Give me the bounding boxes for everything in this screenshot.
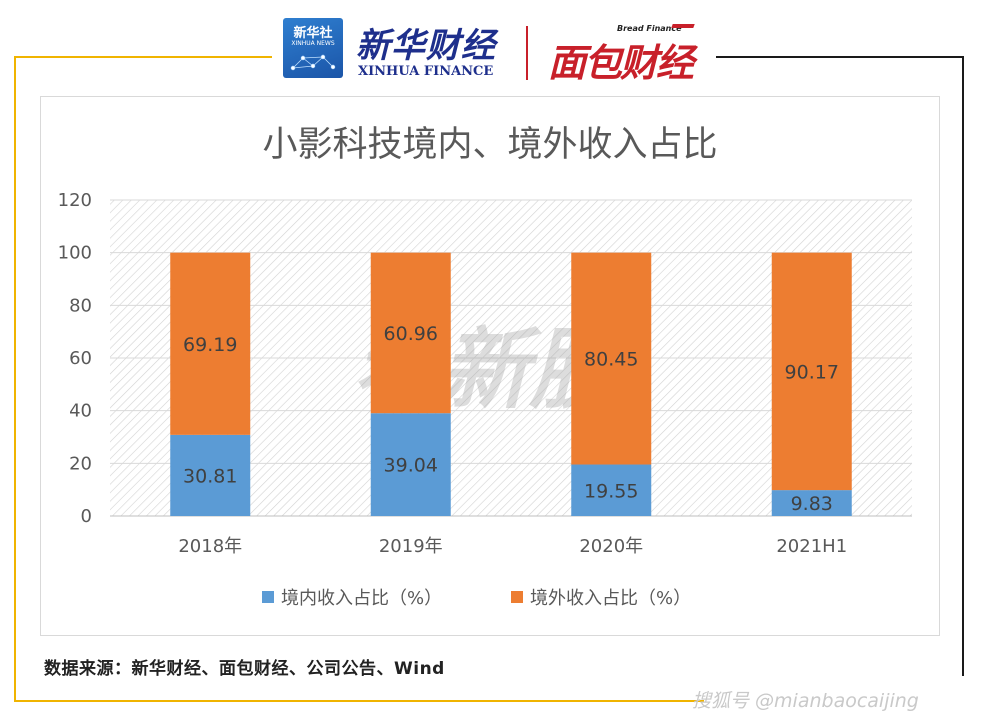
legend-swatch-overseas xyxy=(511,591,523,603)
y-tick-label: 60 xyxy=(69,348,92,369)
y-tick-label: 0 xyxy=(81,506,92,527)
frame-top-left xyxy=(14,56,272,58)
x-axis-ticks: 2018年 2019年 2020年 2021H1 xyxy=(178,536,847,557)
data-source-note: 数据来源：新华财经、面包财经、公司公告、Wind xyxy=(44,659,445,679)
x-tick-label: 2021H1 xyxy=(776,536,847,557)
y-tick-label: 40 xyxy=(69,401,92,422)
legend-label-overseas: 境外收入占比（%） xyxy=(530,588,691,609)
data-label-domestic: 19.55 xyxy=(584,480,638,502)
data-label-domestic: 39.04 xyxy=(384,455,438,477)
bar-domestic xyxy=(170,434,251,516)
bar-domestic xyxy=(771,490,852,516)
bar-overseas xyxy=(370,252,451,414)
bar-domestic xyxy=(571,464,652,516)
bar-overseas xyxy=(571,252,652,465)
brand-separator xyxy=(526,26,528,80)
xinhua-finance-logo-en: XINHUA FINANCE xyxy=(358,64,494,79)
xinhua-finance-logo-cn: 新华财经 xyxy=(356,26,496,66)
y-axis-ticks: 0 20 40 60 80 100 120 xyxy=(58,190,92,527)
bars: 30.81 69.19 39.04 60.96 19.55 80.45 9.83 90.17 xyxy=(170,252,852,516)
xinhua-logo-en: XINHUA NEWS xyxy=(291,40,335,47)
x-tick-label: 2019年 xyxy=(379,536,443,557)
x-tick-label: 2018年 xyxy=(178,536,242,557)
network-icon xyxy=(290,54,336,71)
data-label-overseas: 80.45 xyxy=(584,349,638,371)
bar-domestic xyxy=(370,413,451,516)
legend: 境内收入占比（%） 境外收入占比（%） xyxy=(262,588,691,609)
data-label-overseas: 90.17 xyxy=(785,361,839,383)
data-label-domestic: 9.83 xyxy=(791,493,833,515)
legend-label-domestic: 境内收入占比（%） xyxy=(281,588,442,609)
bread-finance-en: Bread Finance xyxy=(617,24,682,33)
data-label-overseas: 69.19 xyxy=(183,334,237,356)
xinhua-logo-cn: 新华社 xyxy=(293,26,333,41)
y-tick-label: 100 xyxy=(58,243,92,264)
frame-right xyxy=(962,56,964,676)
bar-overseas xyxy=(771,252,852,491)
xinhua-news-logo: 新华社 XINHUA NEWS xyxy=(283,18,343,78)
frame-bottom xyxy=(14,700,704,702)
frame-top-right xyxy=(716,56,964,58)
x-tick-label: 2020年 xyxy=(579,536,643,557)
data-label-overseas: 60.96 xyxy=(384,323,438,345)
bar-overseas xyxy=(170,252,251,435)
frame-left xyxy=(14,56,16,702)
sohu-account-watermark: 搜狐号 @mianbaocaijing xyxy=(692,690,919,712)
y-tick-label: 80 xyxy=(69,295,92,316)
bread-finance-logo-cn: 面包财经 xyxy=(548,41,694,85)
data-label-domestic: 30.81 xyxy=(183,465,237,487)
y-tick-label: 120 xyxy=(58,190,92,211)
y-tick-label: 20 xyxy=(69,453,92,474)
chart-title: 小影科技境内、境外收入占比 xyxy=(262,125,718,165)
legend-swatch-domestic xyxy=(262,591,274,603)
